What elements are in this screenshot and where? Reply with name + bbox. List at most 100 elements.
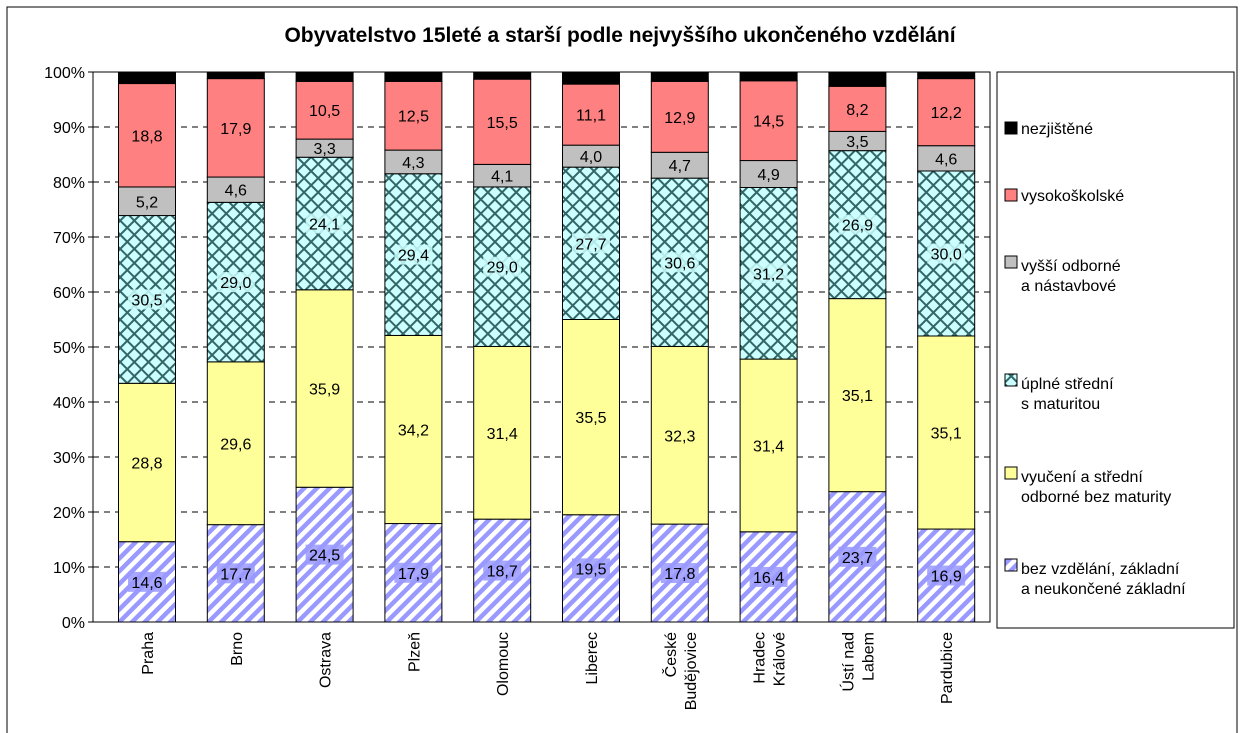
bar-segment xyxy=(562,71,620,85)
data-label: 4,0 xyxy=(580,149,602,166)
bar-segment xyxy=(562,83,620,146)
x-tick-label: Hradec Králové xyxy=(752,632,789,686)
label-bg xyxy=(216,563,255,584)
data-label: 31,2 xyxy=(753,266,784,283)
label-bg xyxy=(483,256,522,277)
label-bg xyxy=(305,213,344,234)
label-bg xyxy=(660,252,699,273)
x-tick-label: České Budějovice xyxy=(661,632,700,710)
bar-segment xyxy=(739,358,798,533)
y-tick-label: 40% xyxy=(53,395,85,412)
x-tick-group: Plzeň xyxy=(406,632,423,672)
bar-segment xyxy=(206,176,265,203)
legend-box xyxy=(996,71,1235,629)
data-label: 4,3 xyxy=(402,155,424,172)
data-label: 30,5 xyxy=(131,292,162,309)
data-label: 4,7 xyxy=(669,158,691,175)
x-tick-label: Praha xyxy=(140,632,157,675)
x-tick-label: Ústí nad Labem xyxy=(838,632,877,692)
data-label: 31,4 xyxy=(487,426,518,443)
label-bg xyxy=(927,243,966,264)
bar-segment xyxy=(828,298,887,493)
data-label: 18,8 xyxy=(131,128,162,145)
data-label: 27,7 xyxy=(575,236,606,253)
x-tick-label: Ostrava xyxy=(318,632,335,688)
data-label: 5,2 xyxy=(136,194,158,211)
data-label: 4,9 xyxy=(757,167,779,184)
label-bg xyxy=(660,563,699,584)
bar-segment xyxy=(384,71,443,82)
bar-segment xyxy=(295,80,354,140)
bar-segment xyxy=(118,83,176,188)
data-label: 35,1 xyxy=(842,388,873,405)
x-tick-label: Plzeň xyxy=(406,632,423,672)
data-label: 31,4 xyxy=(753,438,784,455)
x-tick-group: Praha xyxy=(140,632,157,675)
label-bg xyxy=(394,562,433,583)
data-label: 12,5 xyxy=(398,109,429,126)
data-label: 18,7 xyxy=(487,564,518,581)
x-tick-label: Pardubice xyxy=(939,632,956,704)
x-tick-group: Brno xyxy=(229,632,246,666)
data-label: 28,8 xyxy=(131,456,162,473)
label-bg xyxy=(838,214,877,235)
legend-label: vysokoškolské xyxy=(1021,188,1124,205)
label-bg xyxy=(572,233,610,254)
legend-swatch xyxy=(1004,373,1018,387)
data-label: 17,8 xyxy=(664,566,695,583)
data-label: 3,5 xyxy=(846,134,868,151)
label-bg xyxy=(927,565,966,586)
y-tick-label: 10% xyxy=(53,560,85,577)
data-label: 34,2 xyxy=(398,423,429,440)
label-bg xyxy=(749,263,788,284)
bar-segment xyxy=(295,71,354,82)
data-label: 29,4 xyxy=(398,248,429,265)
y-tick-label: 50% xyxy=(53,340,85,357)
x-tick-group: Ústí nad Labem xyxy=(838,632,877,692)
label-bg xyxy=(394,244,433,265)
data-label: 23,7 xyxy=(842,550,873,567)
legend-swatch xyxy=(1004,188,1018,202)
bar-segment xyxy=(650,345,709,525)
bar-segment xyxy=(562,319,620,516)
data-label: 4,1 xyxy=(491,169,513,186)
legend-label: úplné střední s maturitou xyxy=(1021,376,1114,413)
bar-segment xyxy=(118,382,176,543)
label-bg xyxy=(216,272,255,293)
bar-segment xyxy=(650,71,709,82)
bar-segment xyxy=(384,80,443,151)
x-tick-group: Pardubice xyxy=(939,632,956,704)
x-tick-group: Ostrava xyxy=(318,632,335,688)
bar-segment xyxy=(917,145,976,172)
data-label: 16,4 xyxy=(753,570,784,587)
data-label: 17,9 xyxy=(220,121,251,138)
bar-segment xyxy=(384,334,443,525)
legend-label: bez vzdělání, základní a neukončené zákla… xyxy=(1021,561,1186,598)
bar-segment xyxy=(828,71,887,87)
data-label: 16,9 xyxy=(931,569,962,586)
chart-title: Obyvatelstvo 15leté a starší podle nejvy… xyxy=(284,24,956,47)
data-label: 12,2 xyxy=(931,105,962,122)
data-label: 26,9 xyxy=(842,218,873,235)
y-tick-label: 0% xyxy=(62,615,85,632)
data-label: 30,6 xyxy=(664,255,695,272)
data-label: 19,5 xyxy=(575,561,606,578)
x-tick-group: Hradec Králové xyxy=(752,632,789,686)
bar-segment xyxy=(118,186,176,217)
data-label: 17,7 xyxy=(220,566,251,583)
data-label: 35,1 xyxy=(931,426,962,443)
bar-segment xyxy=(473,345,532,520)
data-label: 3,3 xyxy=(313,141,335,158)
label-bg xyxy=(128,571,166,592)
y-tick-label: 20% xyxy=(53,505,85,522)
legend-label: nezjištěné xyxy=(1021,121,1093,138)
x-tick-group: Olomouc xyxy=(495,632,512,696)
data-label: 14,6 xyxy=(131,575,162,592)
data-label: 35,9 xyxy=(309,382,340,399)
data-label: 14,5 xyxy=(753,114,784,131)
legend-swatch xyxy=(1004,121,1018,135)
label-bg xyxy=(572,558,610,579)
legend-label: vyšší odborné a nástavbové xyxy=(1021,258,1121,295)
x-tick-group: České Budějovice xyxy=(661,632,700,710)
